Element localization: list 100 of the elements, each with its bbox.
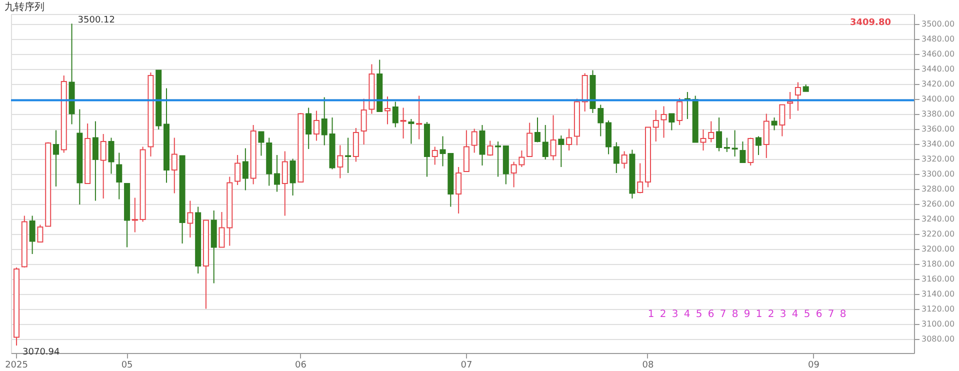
candlestick bbox=[108, 137, 114, 174]
candlestick bbox=[92, 120, 98, 202]
candlestick bbox=[676, 98, 683, 126]
candlestick bbox=[432, 146, 438, 166]
candlestick bbox=[171, 137, 178, 194]
annotation: 5 bbox=[804, 309, 810, 320]
candlestick bbox=[542, 124, 548, 160]
candlestick bbox=[794, 82, 801, 112]
y-tick-label: 3200.00 bbox=[922, 244, 955, 254]
candlestick bbox=[637, 162, 644, 194]
candlestick bbox=[242, 148, 248, 191]
candlestick bbox=[495, 141, 502, 178]
annotation: 2 bbox=[768, 309, 774, 320]
candlestick bbox=[550, 114, 556, 161]
candlestick bbox=[313, 110, 320, 142]
candlestick bbox=[306, 107, 312, 150]
candlestick bbox=[700, 129, 706, 151]
y-tick-label: 3160.00 bbox=[922, 274, 955, 284]
x-tick-label: 09 bbox=[808, 360, 820, 370]
y-tick-label: 3440.00 bbox=[922, 64, 955, 74]
candlestick bbox=[526, 122, 533, 157]
y-tick-label: 3480.00 bbox=[922, 34, 955, 44]
candlestick bbox=[787, 92, 794, 120]
candlestick bbox=[258, 131, 264, 156]
candlestick bbox=[456, 166, 462, 214]
candlestick bbox=[668, 113, 675, 131]
y-tick-label: 3460.00 bbox=[922, 49, 955, 58]
y-tick-label: 3080.00 bbox=[922, 334, 955, 344]
candlestick bbox=[471, 128, 478, 154]
candlestick bbox=[732, 130, 738, 157]
x-tick-label: 08 bbox=[642, 360, 654, 370]
candlestick bbox=[392, 101, 398, 128]
annotation: 6 bbox=[708, 309, 714, 320]
y-tick-label: 3420.00 bbox=[922, 79, 955, 88]
candlestick bbox=[408, 118, 414, 144]
candlestick bbox=[763, 113, 770, 158]
candlestick bbox=[740, 141, 746, 163]
y-tick-label: 3260.00 bbox=[922, 199, 955, 208]
x-tick-label: 2025 bbox=[5, 360, 28, 370]
candlestick bbox=[116, 152, 122, 200]
candlestick bbox=[52, 130, 59, 187]
candlestick bbox=[606, 120, 612, 155]
y-tick-label: 3280.00 bbox=[922, 184, 955, 194]
candlestick bbox=[598, 104, 604, 137]
y-tick-label: 3400.00 bbox=[922, 94, 955, 104]
annotation: 3 bbox=[780, 309, 786, 320]
candlestick bbox=[416, 95, 422, 140]
x-tick-label: 07 bbox=[460, 360, 472, 370]
annotation: 9 bbox=[744, 309, 750, 320]
candlestick bbox=[716, 117, 722, 152]
candlestick bbox=[29, 215, 36, 254]
annotation: 3409.80 bbox=[850, 18, 891, 28]
candlestick bbox=[132, 197, 138, 233]
candlestick bbox=[290, 158, 296, 196]
candlestick bbox=[613, 142, 620, 174]
candlestick bbox=[187, 200, 194, 238]
annotation: 7 bbox=[828, 309, 834, 320]
candlestick bbox=[748, 137, 754, 166]
candlestick bbox=[345, 137, 352, 174]
candlestick bbox=[558, 135, 564, 168]
candlestick bbox=[779, 104, 786, 137]
annotation: 3 bbox=[672, 309, 678, 320]
y-tick-label: 3240.00 bbox=[922, 214, 955, 224]
y-tick-label: 3180.00 bbox=[922, 259, 955, 268]
candlestick bbox=[274, 154, 280, 192]
candlestick bbox=[37, 224, 44, 242]
y-tick-label: 3220.00 bbox=[922, 229, 955, 238]
candlestick bbox=[337, 144, 344, 179]
candlestick bbox=[352, 128, 359, 162]
y-tick-label: 3360.00 bbox=[922, 124, 955, 134]
y-tick-label: 3100.00 bbox=[922, 319, 955, 328]
candlestick bbox=[282, 150, 288, 216]
x-tick-label: 05 bbox=[121, 360, 133, 370]
annotation: 4 bbox=[684, 309, 690, 320]
y-tick-label: 3120.00 bbox=[922, 304, 955, 314]
candlestick bbox=[566, 128, 572, 151]
candlestick bbox=[234, 154, 241, 186]
annotation: 1 bbox=[756, 309, 762, 320]
y-tick-label: 3380.00 bbox=[922, 109, 955, 118]
y-tick-label: 3140.00 bbox=[922, 289, 955, 298]
candlestick bbox=[100, 134, 106, 199]
y-tick-label: 3320.00 bbox=[922, 154, 955, 164]
candlestick bbox=[400, 107, 406, 139]
y-tick-label: 3500.00 bbox=[922, 19, 955, 28]
candlestick bbox=[621, 150, 628, 169]
annotation: 4 bbox=[792, 309, 798, 320]
annotation: 8 bbox=[840, 309, 846, 320]
candlestick bbox=[487, 140, 494, 156]
candlestick bbox=[660, 106, 667, 138]
chart-title: 九转序列 bbox=[4, 1, 45, 13]
candlestick bbox=[534, 117, 540, 143]
annotation: 6 bbox=[816, 309, 822, 320]
candlestick bbox=[756, 136, 762, 156]
y-tick-label: 3300.00 bbox=[922, 169, 955, 178]
y-tick-label: 3340.00 bbox=[922, 139, 955, 148]
annotation: 8 bbox=[732, 309, 738, 320]
annotation: 3500.12 bbox=[78, 16, 115, 26]
x-tick-label: 06 bbox=[294, 360, 307, 370]
candlestick bbox=[321, 96, 328, 146]
candlestick bbox=[724, 137, 730, 152]
